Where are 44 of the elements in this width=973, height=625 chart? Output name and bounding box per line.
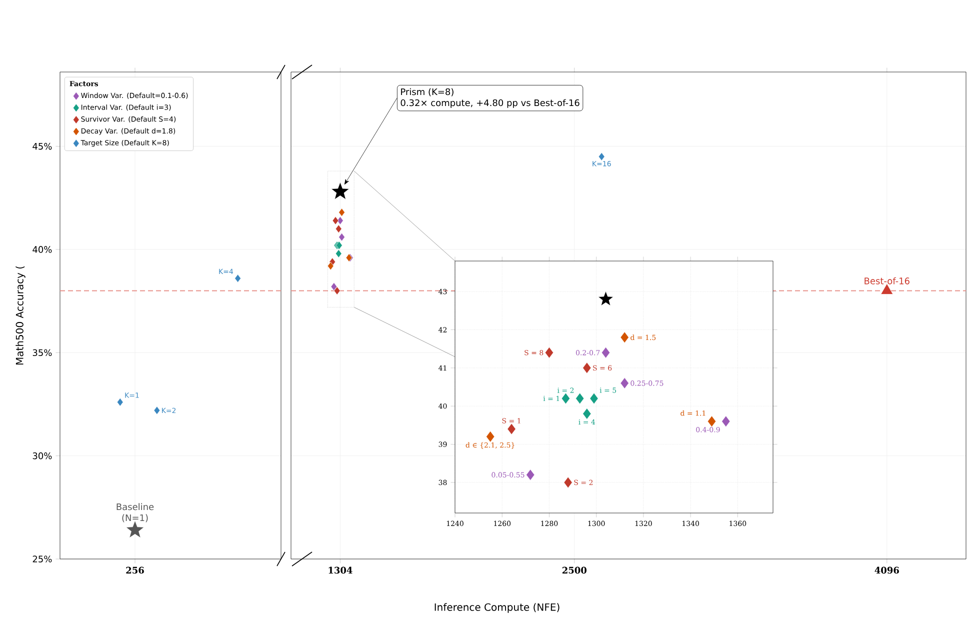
y-tick-label: 45%: [32, 142, 52, 150]
point: [582, 408, 592, 420]
point: [330, 182, 350, 200]
point: [330, 282, 338, 291]
y-tick-label: 25%: [32, 556, 52, 562]
point: [507, 423, 516, 435]
y-tick-label: 35%: [32, 349, 52, 356]
point: [598, 290, 614, 306]
point: [338, 232, 345, 242]
point: [526, 469, 535, 481]
x-tick-label: 256: [126, 566, 144, 574]
point: [116, 398, 124, 406]
point: [590, 392, 598, 404]
point: [335, 249, 342, 258]
point: [601, 346, 610, 358]
point: [486, 430, 495, 442]
point: [334, 286, 340, 295]
point: [564, 476, 572, 488]
point: [722, 416, 730, 428]
point: [544, 346, 554, 358]
x-tick-label: 1304: [328, 566, 352, 574]
series-label: Baseline (N=1): [116, 503, 154, 522]
point: [582, 362, 592, 374]
point: [620, 377, 629, 389]
y-tick-label: 30%: [32, 452, 52, 460]
x-axis-title: Inference Compute (NFE): [434, 603, 560, 613]
point: [335, 224, 342, 234]
annotation: 0.32× compute, +4.80 pp vs Best-of-16: [400, 99, 580, 108]
point: [327, 262, 334, 270]
point: [561, 392, 570, 404]
x-tick-label: 2500: [562, 566, 586, 574]
point: [154, 406, 160, 415]
point: [620, 332, 629, 344]
y-tick-label: 40%: [32, 246, 52, 253]
point: [576, 392, 584, 404]
x-tick-label: 4096: [874, 566, 899, 574]
point: [332, 216, 339, 225]
y-axis-title: Math500 Accuracy (: [16, 266, 26, 365]
point: [234, 274, 241, 283]
point: [338, 208, 345, 217]
text: Prism (K=8): [401, 88, 454, 96]
point: [707, 416, 716, 428]
point: [598, 152, 605, 161]
series-label: Best-of-16: [864, 277, 910, 284]
